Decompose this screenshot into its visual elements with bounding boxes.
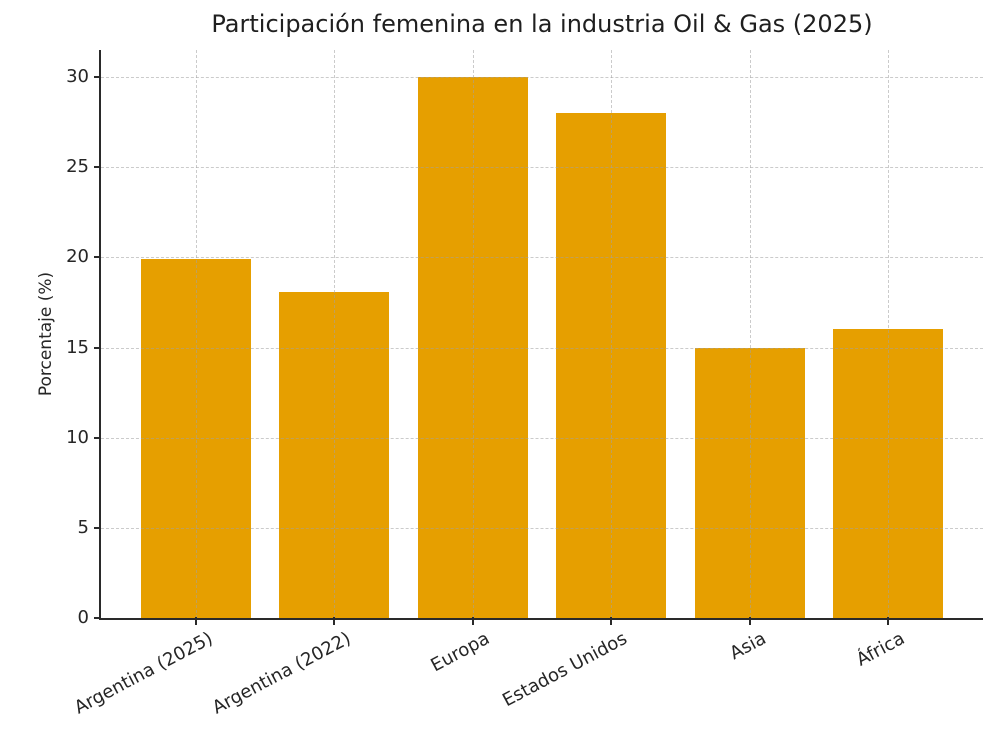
y-axis-label: Porcentaje (%) [36,271,56,397]
gridline-x-5 [888,50,889,618]
ytick-label-20: 20 [66,246,89,268]
x-axis-spine [99,618,983,620]
gridline-x-3 [611,50,613,618]
gridline-y-25 [101,167,983,169]
ytick-30 [94,76,101,79]
chart-title: Participación femenina en la industria O… [211,10,873,38]
xtick-3 [610,617,613,625]
xtick-2 [471,617,474,625]
ytick-label-5: 5 [77,516,89,538]
xtick-4 [748,617,751,625]
ytick-25 [94,166,101,169]
ytick-20 [94,256,101,259]
xtick-1 [333,617,336,625]
xtick-5 [887,617,889,625]
ytick-0 [94,617,101,619]
gridline-y-5 [101,527,983,529]
gridline-y-15 [101,347,983,349]
ytick-15 [94,346,101,349]
gridline-x-2 [472,50,474,618]
ytick-label-25: 25 [66,156,89,178]
ytick-5 [94,526,101,529]
gridline-y-10 [101,437,983,439]
gridline-x-0 [196,50,197,618]
xtick-0 [195,617,197,625]
gridline-x-1 [334,50,336,618]
xtick-label-2: Europa [426,628,493,677]
xtick-label-3: Estados Unidos [499,628,632,712]
xtick-label-0: Argentina (2025) [70,628,216,719]
ytick-10 [94,436,101,439]
gridline-y-30 [101,77,983,79]
gridline-y-20 [101,257,983,259]
y-axis-spine [99,50,101,620]
gridline-x-4 [749,50,751,618]
xtick-label-1: Argentina (2022) [208,628,355,719]
xtick-label-5: África [852,628,908,671]
ytick-label-15: 15 [66,336,89,358]
ytick-label-0: 0 [77,607,89,628]
ytick-label-30: 30 [66,66,89,88]
ytick-label-10: 10 [66,426,89,448]
xtick-label-4: Asia [726,628,770,665]
